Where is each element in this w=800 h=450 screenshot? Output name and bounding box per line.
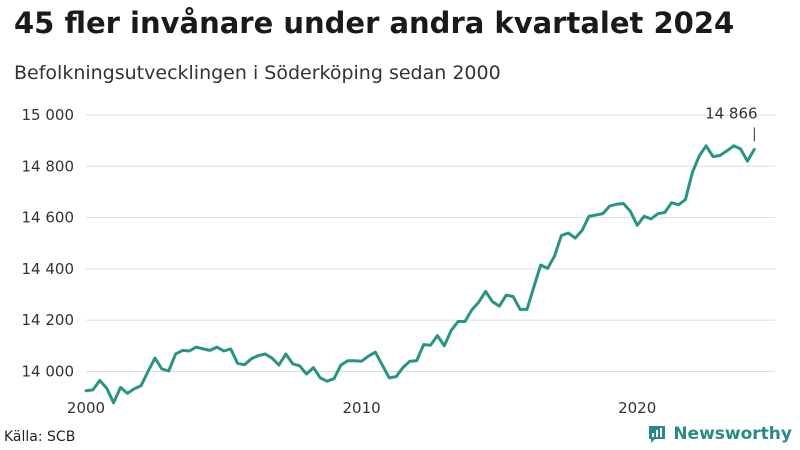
brand-logo: Newsworthy (647, 424, 792, 444)
x-axis: 2000 2010 2020 (67, 399, 656, 417)
y-tick-label: 14 800 (22, 157, 75, 175)
brand-name: Newsworthy (673, 424, 792, 444)
y-tick-label: 14 200 (22, 311, 75, 329)
y-tick-label: 15 000 (22, 106, 75, 124)
chart-series (84, 144, 756, 405)
y-tick-label: 14 000 (22, 362, 75, 380)
chart-grid (86, 114, 775, 372)
page-subtitle: Befolkningsutvecklingen i Söderköping se… (14, 62, 501, 84)
y-axis: 14 000 14 200 14 400 14 600 14 800 15 000 (22, 106, 75, 380)
y-tick-label: 14 600 (22, 209, 75, 227)
x-tick-label: 2000 (67, 399, 105, 417)
x-tick-label: 2010 (343, 399, 381, 417)
bar-chart-speech-bubble-icon (649, 426, 666, 443)
x-tick-label: 2020 (618, 399, 656, 417)
source-label: Källa: SCB (4, 429, 76, 445)
page-title: 45 fler invånare under andra kvartalet 2… (14, 6, 735, 40)
series-line (84, 144, 756, 405)
y-tick-label: 14 400 (22, 260, 75, 278)
chart-annotation: 14 866 (705, 104, 758, 142)
annotation-label: 14 866 (705, 104, 758, 122)
